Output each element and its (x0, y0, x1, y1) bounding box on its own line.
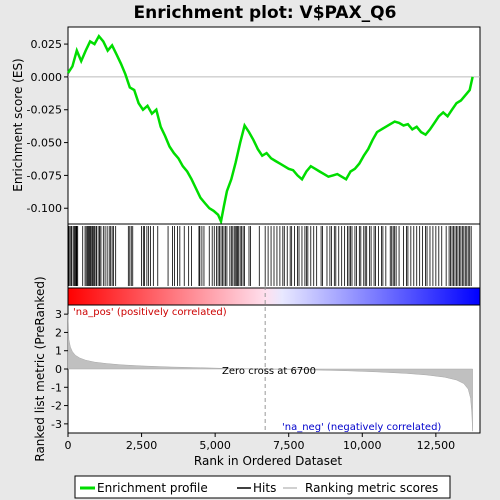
hits-panel (67, 223, 481, 306)
metric-y-tick-label: -2 (51, 400, 62, 413)
legend-box (74, 475, 451, 499)
es-y-tick-label: -0.025 (27, 104, 62, 117)
pos-correlated-label: 'na_pos' (positively correlated) (73, 307, 227, 318)
neg-correlated-label: 'na_neg' (negatively correlated) (282, 422, 441, 433)
zero-cross-label: Zero cross at 6700 (222, 366, 316, 377)
metric-y-axis-label: Ranked list metric (PreRanked) (33, 276, 47, 461)
ranking-metric-area (67, 314, 473, 432)
metric-x-tick-label: 7,500 (273, 439, 305, 452)
metric-y-tick-label: 3 (55, 308, 62, 321)
metric-y-tick-label: -1 (51, 381, 62, 394)
metric-x-axis: 0 2,500 5,000 7,500 10,000 12,500 (65, 433, 456, 452)
metric-x-tick-label: 2,500 (126, 439, 158, 452)
es-y-tick-label: 0.025 (31, 38, 63, 51)
enrichment-profile-line (66, 34, 474, 226)
rank-color-bar (67, 287, 481, 306)
metric-x-tick-label: 5,000 (199, 439, 231, 452)
metric-y-tick-label: 2 (55, 326, 62, 339)
es-y-tick-label: 0.000 (31, 71, 63, 84)
hit-markers (68, 226, 472, 286)
metric-y-tick-label: -3 (51, 418, 62, 431)
metric-x-tick-label: 0 (65, 439, 72, 452)
es-panel-frame (67, 26, 481, 225)
metric-y-tick-label: 0 (55, 363, 62, 376)
metric-x-tick-label: 12,500 (417, 439, 456, 452)
chart-title: Enrichment plot: V$PAX_Q6 (134, 3, 397, 23)
es-y-tick-label: -0.100 (27, 202, 62, 215)
es-y-tick-label: -0.075 (27, 169, 62, 182)
metric-x-tick-label: 10,000 (343, 439, 382, 452)
metric-x-axis-label: Rank in Ordered Dataset (194, 454, 342, 468)
metric-y-axis: 3 2 1 0 -1 -2 -3 (51, 308, 68, 431)
es-y-axis-label: Enrichment score (ES) (11, 58, 25, 191)
legend-enrichment-label: Enrichment profile (97, 481, 208, 495)
legend-hits-label: Hits (253, 481, 276, 495)
metric-y-tick-label: 1 (55, 345, 62, 358)
es-y-tick-label: -0.050 (27, 137, 62, 150)
es-panel: 0.025 0.000 -0.025 -0.050 -0.075 -0.100 Enric… (11, 26, 481, 226)
es-y-axis: 0.025 0.000 -0.025 -0.050 -0.075 -0.100 (27, 38, 68, 215)
legend-metric-label: Ranking metric scores (305, 481, 438, 495)
legend: Enrichment profile Hits Ranking metric s… (74, 475, 451, 499)
